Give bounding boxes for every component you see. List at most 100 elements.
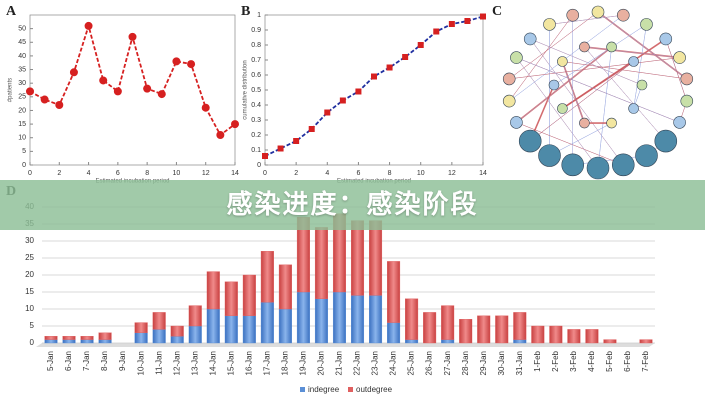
bar-segment [387,322,401,344]
y-tick-label: 0.2 [251,132,261,139]
x-tick-label: 24-Jan [389,351,398,375]
x-tick-label: 26-Jan [425,351,434,375]
node [606,117,617,129]
edge [562,61,585,124]
x-tick-label: 8-Jan [100,351,109,371]
bar-segment [296,291,310,344]
edge [584,46,666,142]
node [557,56,568,67]
marker [172,57,181,66]
x-tick-label: 13-Jan [190,351,199,375]
bar-segment [98,339,112,344]
bar-segment [134,332,148,344]
node [616,8,630,22]
y-tick-label: 10 [25,304,34,313]
marker [324,109,331,116]
y-tick-label: 0.1 [251,147,261,154]
x-tick-label: 21-Jan [335,351,344,375]
marker [402,54,409,60]
bar-segment [513,339,527,344]
bar-segment [531,325,545,344]
bar-segment [242,315,256,344]
bar-segment [639,339,653,344]
bar-segment [278,308,292,344]
x-tick-label: 4 [87,170,91,177]
edge [549,122,612,156]
node [502,94,516,108]
x-tick-label: 17-Jan [262,351,271,375]
x-tick-label: 10 [417,170,425,177]
y-tick-label: 0.7 [251,57,261,64]
bar-segment [369,220,383,296]
node [557,103,568,114]
bar-segment [80,336,94,340]
edge [572,155,647,166]
x-tick-label: 7-Jan [82,351,91,371]
marker [55,101,64,109]
bar-segment [260,302,274,344]
edge [597,46,612,169]
x-tick-label: 15-Jan [226,351,235,375]
node [502,72,516,86]
x-tick-label: 6-Feb [623,350,632,371]
bar-segment [80,339,94,344]
bar-segment [260,250,274,303]
bar-segment [603,339,617,344]
y-tick-label: 0 [257,162,261,169]
node [659,32,673,46]
bar-segment [170,336,184,344]
edge [516,57,680,123]
bar-segment [585,329,599,344]
y-tick-label: 0.8 [251,42,261,49]
bar-segment [44,336,58,340]
y-tick-label: 5 [22,148,26,155]
x-tick-label: 12 [448,170,456,177]
x-tick-label: 19-Jan [299,351,308,375]
x-tick-label: 6 [116,170,120,177]
marker [231,120,239,129]
bar-segment [405,339,419,344]
node [673,51,686,64]
x-tick-label: 1-Feb [533,350,542,371]
x-tick-label: 23-Jan [371,351,380,375]
marker [339,97,346,104]
x-tick-label: 2 [57,170,61,177]
bar-segment [62,336,76,340]
y-tick-label: 50 [18,25,26,32]
x-tick-label: 4-Feb [587,350,596,371]
network-diagram [502,5,694,180]
bar-segment [405,298,419,340]
edge [509,57,680,80]
legend-swatch [348,387,353,392]
bar-segment [188,305,202,327]
marker [157,90,166,99]
y-tick-label: 1 [257,12,261,19]
bar-segment [188,325,202,344]
marker [26,87,34,96]
x-tick-label: 4 [325,170,329,177]
x-tick-label: 8 [388,170,392,177]
y-tick-label: 0 [22,162,26,169]
panel-label: C [492,4,502,19]
node [548,79,560,91]
x-tick-label: 3-Feb [569,350,578,371]
y-tick-label: 0.6 [251,72,261,79]
marker [293,138,300,144]
edge [530,38,643,86]
bar-segment [513,312,527,340]
panel-label: B [241,4,250,19]
marker [40,95,49,104]
x-tick-label: 29-Jan [479,351,488,375]
x-tick-label: 14-Jan [208,351,217,375]
node [628,56,639,67]
x-tick-label: 25-Jan [407,351,416,375]
x-tick-label: 0 [263,170,267,177]
node [680,94,694,108]
marker [99,76,108,85]
bar-segment [98,332,112,340]
marker [433,28,440,35]
bar-segment [44,339,58,344]
y-tick-label: 0.4 [251,102,261,109]
node [561,153,585,177]
y-tick-label: 40 [18,53,26,60]
